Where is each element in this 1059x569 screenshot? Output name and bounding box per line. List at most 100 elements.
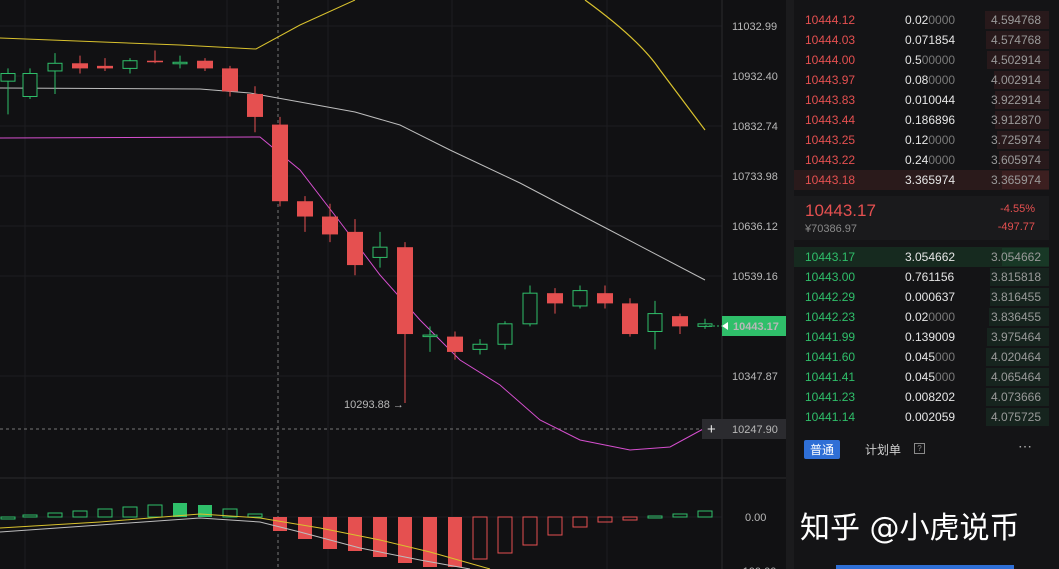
depth-bar [989,308,1049,326]
ask-row[interactable]: 10443.22 0.240000 3.605974 [794,150,1049,170]
depth-bar [986,31,1049,49]
price: 10443.22 [805,153,856,167]
price: 10443.25 [805,133,856,147]
more-icon[interactable]: ⋯ [1018,438,1033,454]
tab-plan-order[interactable]: 计划单 [865,443,902,457]
bid-row[interactable]: 10441.23 0.008202 4.073666 [794,387,1049,407]
change-percent: -4.55% [1000,203,1035,215]
macd-histogram [0,503,713,569]
candlesticks: 10293.88 → [0,50,713,411]
macd-bar [273,517,287,531]
ask-row[interactable]: 10443.44 0.186896 3.912870 [794,110,1049,130]
total: 4.065464 [990,370,1041,384]
amount: 0.045000 [905,370,956,384]
macd-bar [697,510,713,518]
total: 4.020464 [990,350,1041,364]
price: 10441.99 [805,330,856,344]
ask-row[interactable]: 10443.18 3.365974 3.365974 [794,170,1049,190]
orderbook-mid-price: 10443.17 ¥70386.97 -4.55% -497.77 [794,196,1049,240]
price: 10443.00 [805,270,856,284]
macd-bar [323,517,337,549]
macd-bar [0,516,16,520]
price-tick-label: 10347.87 [732,371,778,383]
tab-normal-order[interactable]: 普通 [804,440,841,459]
macd-bar [97,508,113,518]
bid-row[interactable]: 10443.17 3.054662 3.054662 [794,247,1049,267]
total: 3.816455 [990,290,1041,304]
ask-row[interactable]: 10444.12 0.020000 4.594768 [794,10,1049,30]
depth-bar [995,111,1049,129]
bid-row[interactable]: 10441.14 0.002059 4.075725 [794,407,1049,427]
depth-bar [1002,248,1049,266]
depth-bar [986,388,1049,406]
bid-row[interactable]: 10441.99 0.139009 3.975464 [794,327,1049,347]
total: 3.836455 [990,310,1041,324]
ask-row[interactable]: 10444.03 0.071854 4.574768 [794,30,1049,50]
macd-bar [122,506,138,518]
macd-dea-line [0,513,491,569]
change-amount: -497.77 [997,221,1035,233]
macd-tick-label: 0.00 [745,512,766,524]
bid-row[interactable]: 10442.23 0.020000 3.836455 [794,307,1049,327]
macd-bar [448,517,462,567]
crosshair-price-label: 10247.90 [732,424,778,436]
total: 4.594768 [990,13,1041,27]
amount: 0.120000 [905,133,956,147]
amount: 0.020000 [905,310,956,324]
depth-bar [1002,171,1049,189]
low-price-annotation: 10293.88 → [344,399,404,411]
amount: 0.080000 [905,73,956,87]
depth-bar [986,348,1049,366]
orderbook: 10444.12 0.020000 4.594768 10444.03 0.071854… [794,0,1059,569]
macd-bar [247,513,263,518]
price-tick-label: 10636.12 [732,221,778,233]
bid-row[interactable]: 10441.41 0.045000 4.065464 [794,367,1049,387]
crosshair-plus-box [702,419,722,439]
macd-bar [547,516,563,536]
boll-upper-line [0,0,356,50]
candle-body-up [47,62,63,72]
price-tick-label: 10733.98 [732,171,778,183]
bid-row[interactable]: 10441.60 0.045000 4.020464 [794,347,1049,367]
ask-row[interactable]: 10443.97 0.080000 4.002914 [794,70,1049,90]
price: 10444.12 [805,13,856,27]
boll-lower-line [0,136,706,451]
candle-body-up [172,61,188,65]
price: 10443.83 [805,93,856,107]
amount: 0.010044 [905,93,956,107]
bid-row[interactable]: 10442.29 0.000637 3.816455 [794,287,1049,307]
candle-body-up [122,60,138,69]
price: 10441.60 [805,350,856,364]
crosshair-plus-icon: + [707,421,716,438]
kline-chart-panel[interactable]: 10293.88 → 11032.99 10932.40 10832.74 10733… [0,0,786,569]
bid-row[interactable]: 10443.00 0.761156 3.815818 [794,267,1049,287]
candle-body-down [547,293,563,304]
total: 4.002914 [990,73,1041,87]
price: 10442.29 [805,290,856,304]
price: 10444.00 [805,53,856,67]
macd-bar [298,517,312,539]
macd-bar [147,504,163,518]
total: 4.574768 [990,33,1041,47]
price: 10441.14 [805,410,856,424]
candle-body-down [347,231,363,266]
amount: 0.008202 [905,390,956,404]
help-icon[interactable]: ? [914,443,925,454]
candle-body-down [397,247,413,335]
panel-divider[interactable] [786,0,794,569]
ask-row[interactable]: 10443.25 0.120000 3.725974 [794,130,1049,150]
candle-body-down [197,60,213,69]
candle-body-down [97,65,113,69]
amount: 0.071854 [905,33,956,47]
macd-bar [672,513,688,518]
kline-chart[interactable]: 10293.88 → 11032.99 10932.40 10832.74 10733… [0,0,786,569]
depth-bar [987,51,1049,69]
amount: 0.186896 [905,113,956,127]
price: 10441.23 [805,390,856,404]
ask-row[interactable]: 10443.83 0.010044 3.922914 [794,90,1049,110]
candle-body-up [472,343,488,350]
total: 3.365974 [990,173,1041,187]
candle-body-down [297,201,313,217]
ask-row[interactable]: 10444.00 0.500000 4.502914 [794,50,1049,70]
price: 10443.97 [805,73,856,87]
